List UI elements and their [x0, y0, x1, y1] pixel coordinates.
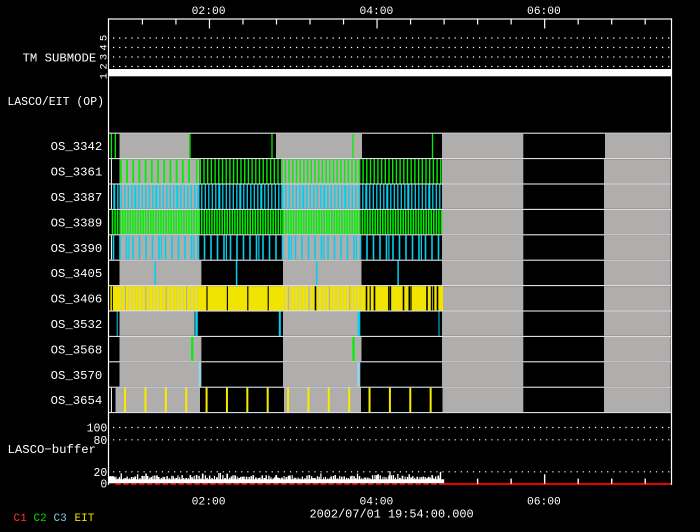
svg-text:06:00: 06:00	[527, 497, 561, 509]
svg-text:1: 1	[99, 73, 111, 79]
svg-text:C3: C3	[54, 513, 67, 525]
svg-text:TM SUBMODE: TM SUBMODE	[23, 51, 97, 65]
svg-text:04:00: 04:00	[359, 497, 393, 509]
svg-text:OS_3405: OS_3405	[51, 267, 103, 281]
svg-text:LASCO/EIT (OP): LASCO/EIT (OP)	[7, 96, 104, 109]
svg-text:OS_3570: OS_3570	[51, 369, 103, 383]
svg-text:2: 2	[99, 63, 111, 69]
svg-text:OS_3389: OS_3389	[51, 216, 103, 230]
svg-text:80: 80	[93, 435, 107, 448]
svg-text:4: 4	[99, 44, 111, 50]
svg-text:0: 0	[100, 479, 107, 492]
svg-text:OS_3390: OS_3390	[51, 242, 103, 256]
svg-text:02:00: 02:00	[192, 497, 226, 509]
svg-text:20: 20	[93, 467, 107, 480]
svg-text:OS_3406: OS_3406	[51, 293, 103, 307]
svg-text:OS_3654: OS_3654	[51, 394, 103, 408]
svg-text:C2: C2	[34, 513, 47, 525]
svg-text:OS_3342: OS_3342	[51, 140, 103, 154]
svg-text:OS_3361: OS_3361	[51, 166, 103, 180]
svg-text:3: 3	[99, 54, 111, 60]
svg-text:OS_3568: OS_3568	[51, 343, 103, 357]
svg-text:02:00: 02:00	[192, 6, 226, 18]
svg-text:OS_3532: OS_3532	[51, 318, 103, 332]
svg-text:LASCO−buffer: LASCO−buffer	[7, 443, 96, 457]
svg-text:06:00: 06:00	[527, 6, 561, 18]
svg-text:04:00: 04:00	[359, 6, 393, 18]
svg-text:2002/07/01 19:54:00.000: 2002/07/01 19:54:00.000	[310, 508, 474, 522]
svg-text:5: 5	[99, 35, 111, 41]
svg-text:100: 100	[87, 423, 108, 436]
svg-text:C1: C1	[14, 513, 28, 525]
svg-text:EIT: EIT	[75, 513, 95, 525]
svg-text:OS_3387: OS_3387	[51, 191, 103, 205]
